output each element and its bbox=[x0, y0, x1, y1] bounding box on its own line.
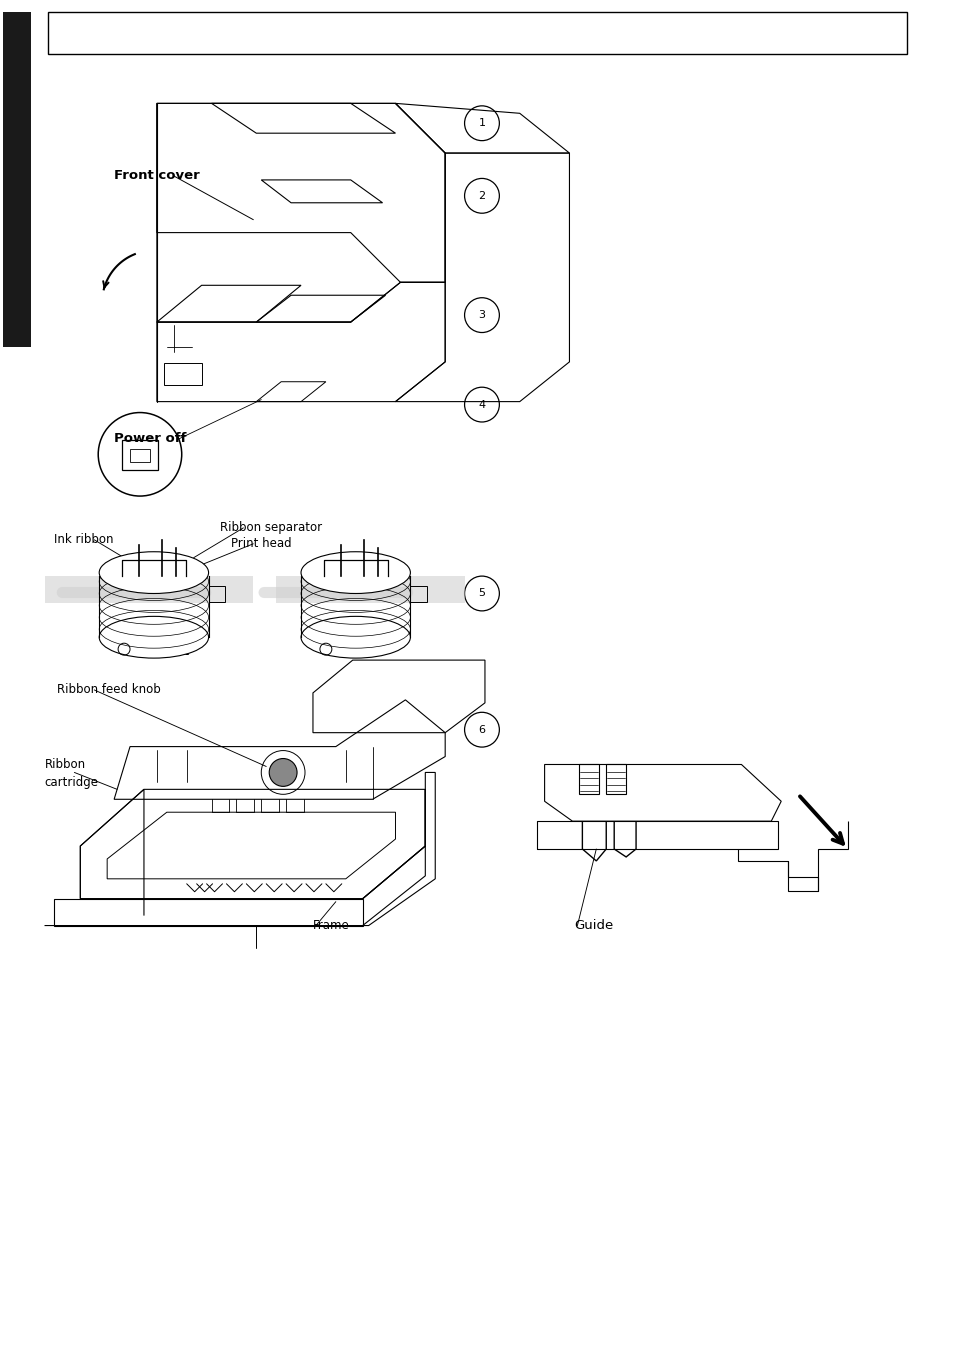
Text: 3: 3 bbox=[478, 310, 485, 320]
Ellipse shape bbox=[301, 551, 410, 593]
Text: Ink ribbon: Ink ribbon bbox=[54, 534, 113, 546]
Bar bbox=[48, 12, 906, 54]
Ellipse shape bbox=[99, 617, 209, 659]
Bar bbox=[3, 12, 30, 347]
Text: 1: 1 bbox=[478, 118, 485, 129]
Text: Ribbon separator: Ribbon separator bbox=[219, 522, 321, 534]
Text: NO: NO bbox=[362, 642, 388, 657]
Text: Ribbon feed knob: Ribbon feed knob bbox=[57, 683, 161, 696]
Circle shape bbox=[269, 759, 296, 786]
Text: Power off: Power off bbox=[114, 432, 187, 444]
Text: Frame: Frame bbox=[313, 919, 350, 932]
Bar bbox=[122, 440, 157, 470]
Text: 4: 4 bbox=[477, 400, 485, 409]
Text: 5: 5 bbox=[478, 588, 485, 599]
Text: Front cover: Front cover bbox=[114, 169, 200, 183]
Text: 6: 6 bbox=[478, 725, 485, 734]
Ellipse shape bbox=[99, 551, 209, 593]
Bar bbox=[275, 576, 464, 603]
Text: Ribbon: Ribbon bbox=[45, 757, 86, 771]
Text: cartridge: cartridge bbox=[45, 776, 98, 789]
Text: Print head: Print head bbox=[232, 538, 292, 550]
Text: 2: 2 bbox=[477, 191, 485, 201]
Bar bbox=[45, 576, 253, 603]
Ellipse shape bbox=[301, 617, 410, 659]
Text: Guide: Guide bbox=[574, 919, 613, 932]
Text: OK: OK bbox=[164, 642, 189, 657]
Bar bbox=[164, 363, 201, 385]
